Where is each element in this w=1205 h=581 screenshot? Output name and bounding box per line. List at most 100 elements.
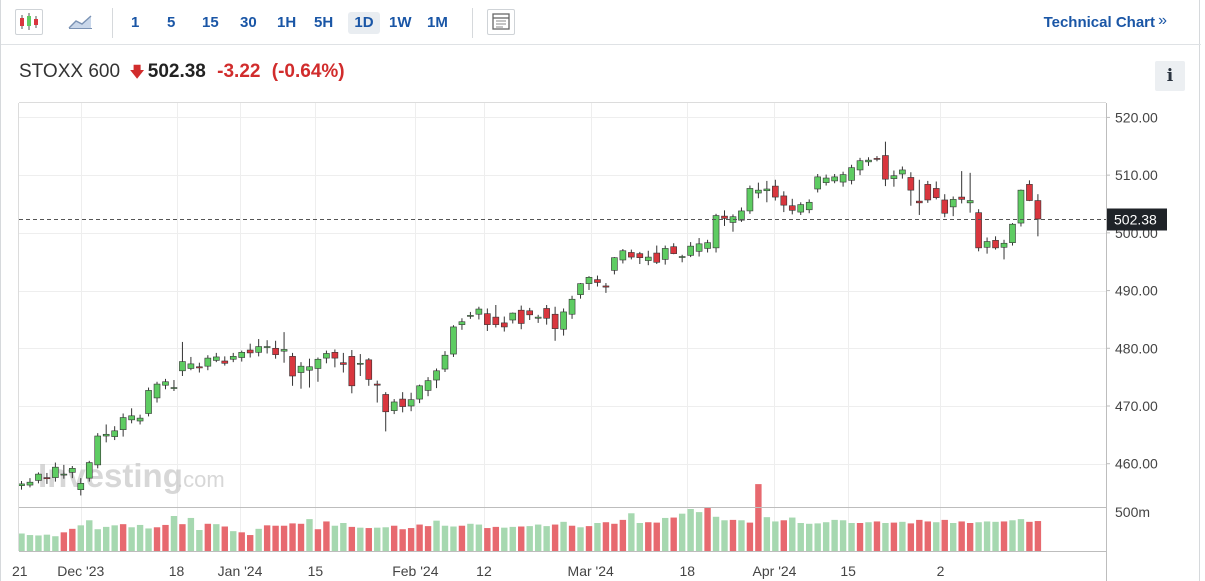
- candle-body: [780, 195, 788, 206]
- candle-body: [797, 204, 805, 213]
- technical-chart-link[interactable]: Technical Chart: [1043, 14, 1155, 31]
- volume-bar: [323, 521, 330, 551]
- candle-body: [458, 321, 466, 325]
- volume-bar: [289, 523, 296, 551]
- volume-bar: [746, 522, 754, 551]
- candle: [755, 182, 762, 199]
- candle-body: [77, 483, 85, 490]
- area-chart-icon[interactable]: [67, 9, 95, 35]
- candle-body: [128, 415, 135, 421]
- candle-body: [467, 315, 474, 317]
- interval-1w[interactable]: 1W: [389, 14, 412, 31]
- candle: [382, 392, 390, 432]
- volume-bar: [755, 484, 762, 551]
- candle-body: [619, 250, 627, 261]
- candle-body: [712, 215, 720, 249]
- candle: [628, 249, 635, 260]
- layout-icon[interactable]: [487, 9, 515, 35]
- candle: [162, 378, 169, 390]
- candle-body: [687, 245, 694, 256]
- interval-5h[interactable]: 5H: [314, 14, 334, 31]
- candle-body: [509, 312, 517, 321]
- candle-body: [136, 417, 144, 422]
- candle-body: [704, 242, 711, 249]
- candle-body: [966, 200, 974, 204]
- candle-body: [416, 385, 423, 400]
- candle-body: [1034, 200, 1042, 220]
- axes: 520.00510.00500.00490.00480.00470.00460.…: [12, 102, 1158, 581]
- candle: [111, 426, 118, 441]
- candle: [433, 368, 440, 389]
- candle: [373, 380, 381, 403]
- candle: [678, 254, 686, 263]
- volume-bar: [170, 516, 178, 551]
- interval-1d[interactable]: 1D: [348, 12, 380, 34]
- candle: [509, 312, 517, 324]
- price-change-percent: (-0.64%): [271, 61, 345, 82]
- volume-bar: [594, 523, 601, 551]
- candle: [958, 171, 965, 204]
- double-chevron-right-icon[interactable]: »: [1158, 12, 1167, 29]
- volume-bar: [848, 523, 855, 551]
- candle: [221, 356, 229, 366]
- candle: [475, 306, 483, 320]
- interval-1[interactable]: 1: [131, 14, 140, 31]
- candle-body: [916, 200, 923, 204]
- candle-body: [865, 159, 872, 163]
- candle: [670, 243, 677, 255]
- candle-body: [788, 205, 796, 211]
- interval-30[interactable]: 30: [240, 14, 257, 31]
- candle: [26, 478, 34, 488]
- volume-bar: [907, 523, 915, 551]
- candle: [839, 171, 847, 187]
- candle-body: [644, 256, 652, 261]
- candle: [18, 481, 25, 490]
- interval-1h[interactable]: 1H: [277, 14, 297, 31]
- info-button[interactable]: i: [1155, 61, 1185, 91]
- volume-bar: [18, 533, 25, 551]
- volume-bar: [390, 525, 398, 551]
- toolbar-separator: [112, 8, 113, 38]
- volume-bar: [280, 525, 288, 551]
- volume-bar: [738, 520, 745, 551]
- volume-bar: [966, 523, 974, 551]
- candle-body: [958, 196, 965, 200]
- candle-body: [568, 298, 576, 315]
- interval-5[interactable]: 5: [167, 14, 176, 31]
- volume-bar: [983, 521, 991, 551]
- volume-bar: [374, 527, 381, 551]
- volume-bar: [704, 507, 711, 551]
- candle: [280, 332, 288, 363]
- candle: [272, 340, 279, 359]
- candle-body: [348, 356, 356, 387]
- candle: [213, 352, 220, 363]
- interval-15[interactable]: 15: [202, 14, 219, 31]
- candle: [484, 308, 491, 331]
- candle-body: [289, 356, 296, 377]
- candle-body: [543, 308, 550, 319]
- candle-body: [873, 158, 881, 160]
- volume-bar: [162, 524, 169, 551]
- volume-bar: [26, 535, 34, 551]
- interval-1m[interactable]: 1M: [427, 14, 448, 31]
- candle-body: [238, 352, 246, 358]
- candle-body: [365, 359, 373, 380]
- candlestick-icon[interactable]: [15, 9, 43, 35]
- candle-body: [949, 199, 957, 208]
- candle: [822, 174, 830, 186]
- volume-bar: [187, 517, 195, 551]
- candle-body: [484, 313, 491, 325]
- x-tick-label: Apr '24: [753, 563, 797, 579]
- volume-bar: [518, 526, 525, 551]
- candle: [653, 245, 661, 265]
- candle: [695, 238, 703, 257]
- volume-bar: [958, 521, 965, 551]
- candle: [153, 381, 161, 403]
- candle: [763, 180, 771, 203]
- last-price-marker: 502.38: [19, 208, 1167, 231]
- candle-body: [399, 398, 406, 407]
- volume-bar: [865, 522, 872, 551]
- x-tick-label: Mar '24: [568, 563, 614, 579]
